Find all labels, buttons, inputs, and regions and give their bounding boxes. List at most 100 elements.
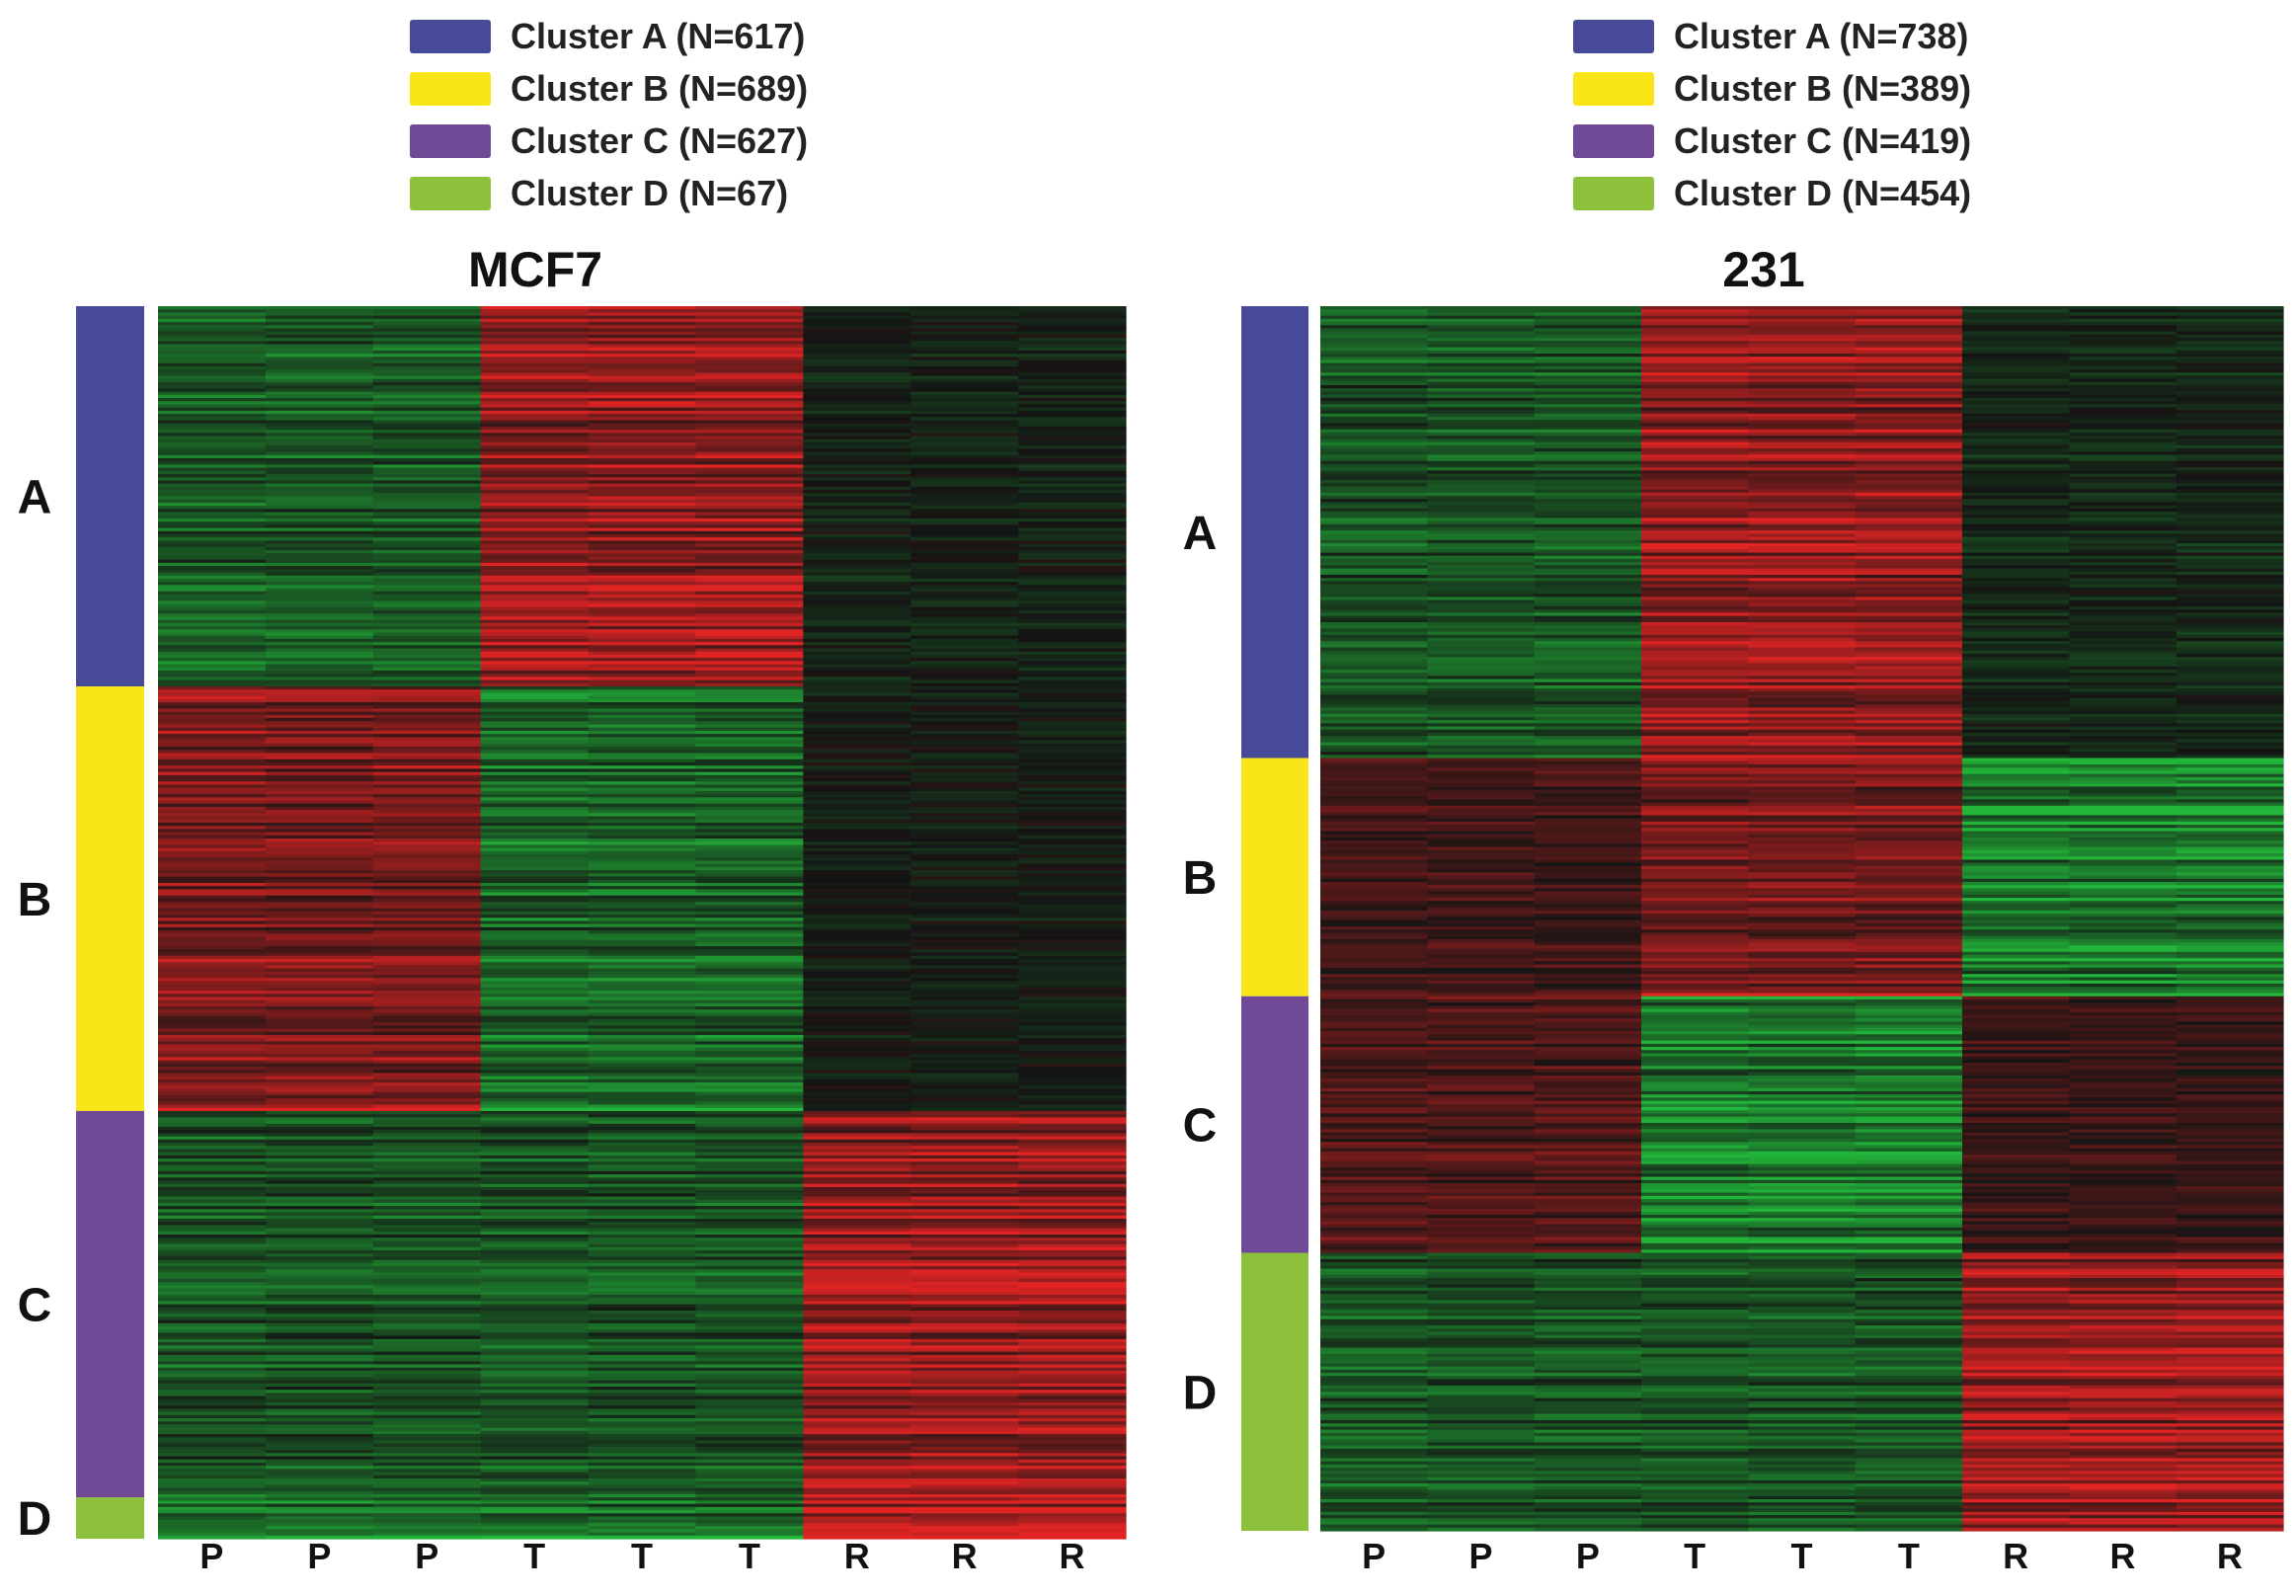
heatmap-cell: [803, 1028, 911, 1033]
heatmap-cell: [1748, 470, 1857, 475]
heatmap-cell: [480, 1348, 590, 1353]
heatmap-cell: [1018, 1506, 1127, 1511]
heatmap-cell: [480, 826, 590, 830]
heatmap-cell: [372, 401, 482, 406]
heatmap-cell: [265, 832, 374, 837]
heatmap-cell: [1018, 978, 1127, 982]
heatmap-cell: [1320, 587, 1428, 592]
heatmap-cell: [910, 1446, 1019, 1451]
heatmap-cell: [1427, 368, 1536, 373]
heatmap-cell: [1018, 1500, 1127, 1505]
heatmap-cell: [480, 1358, 590, 1362]
heatmap-cell: [158, 1332, 267, 1337]
heatmap-cell: [910, 398, 1019, 402]
heatmap-cell: [803, 908, 911, 913]
heatmap-cell: [1427, 476, 1536, 481]
heatmap-cell: [1855, 555, 1963, 560]
heatmap-cell: [1427, 644, 1536, 649]
heatmap-cell: [910, 876, 1019, 881]
heatmap-cell: [1962, 309, 2070, 313]
heatmap-cell: [588, 1133, 697, 1138]
heatmap-cell: [1855, 669, 1963, 674]
heatmap-cell: [803, 835, 911, 839]
heatmap-cell: [588, 322, 697, 326]
heatmap-cell: [2176, 476, 2284, 481]
heatmap-cell: [1018, 1063, 1127, 1068]
heatmap-cell: [2069, 542, 2177, 547]
heatmap-cell: [2069, 407, 2177, 412]
heatmap-cell: [1641, 691, 1749, 696]
heatmap-cell: [695, 556, 804, 561]
cluster-band-a: [1241, 306, 1308, 758]
heatmap-cell: [588, 1484, 697, 1489]
heatmap-cell: [158, 1222, 267, 1226]
heatmap-cell: [2069, 688, 2177, 692]
heatmap-cell: [910, 1398, 1019, 1403]
heatmap-cell: [2069, 454, 2177, 459]
heatmap-cell: [372, 774, 482, 779]
heatmap-cell: [158, 1067, 267, 1071]
heatmap-cell: [695, 359, 804, 364]
heatmap-cell: [695, 1484, 804, 1489]
heatmap-cell: [910, 1243, 1019, 1248]
heatmap-cell: [1855, 739, 1963, 744]
heatmap-cell: [1018, 1231, 1127, 1236]
heatmap-cell: [2069, 473, 2177, 478]
heatmap-cell: [372, 553, 482, 558]
heatmap-cell: [695, 420, 804, 425]
heatmap-cell: [695, 1503, 804, 1508]
heatmap-cell: [480, 357, 590, 361]
heatmap-cell: [480, 312, 590, 317]
heatmap-cell: [1641, 322, 1749, 326]
heatmap-cell: [158, 835, 267, 839]
heatmap-cell: [480, 981, 590, 986]
heatmap-cell: [695, 1041, 804, 1046]
heatmap-cell: [480, 1098, 590, 1102]
heatmap-cell: [158, 582, 267, 586]
heatmap-cell: [1641, 704, 1749, 708]
heatmap-cell: [480, 857, 590, 862]
heatmap-cell: [695, 1088, 804, 1093]
heatmap-cell: [1018, 1383, 1127, 1388]
heatmap-cell: [1962, 315, 2070, 320]
heatmap-cell: [158, 1440, 267, 1445]
heatmap-cell: [588, 778, 697, 782]
heatmap-cell: [1962, 546, 2070, 550]
heatmap-cell: [803, 559, 911, 564]
heatmap-cell: [1641, 574, 1749, 579]
heatmap-cell: [588, 1427, 697, 1432]
heatmap-cell: [372, 1342, 482, 1346]
heatmap-cell: [1018, 1386, 1127, 1391]
heatmap-cell: [1018, 1446, 1127, 1451]
heatmap-cell: [1018, 873, 1127, 878]
heatmap-cell: [372, 677, 482, 681]
heatmap-cell: [1855, 663, 1963, 668]
heatmap-cell: [1018, 578, 1127, 583]
heatmap-cell: [695, 1235, 804, 1238]
heatmap-cell: [2176, 505, 2284, 510]
heatmap-cell: [158, 328, 267, 333]
heatmap-cell: [265, 626, 374, 630]
heatmap-cell: [588, 1202, 697, 1207]
heatmap-cell: [588, 854, 697, 858]
heatmap-cell: [158, 905, 267, 910]
legend-swatch-cluster-b: [410, 71, 491, 106]
heatmap-cell: [1855, 594, 1963, 598]
heatmap-cell: [695, 908, 804, 913]
heatmap-cell: [803, 645, 911, 650]
heatmap-cell: [2069, 568, 2177, 573]
heatmap-cell: [265, 797, 374, 802]
heatmap-cell: [480, 790, 590, 795]
heatmap-cell: [2176, 397, 2284, 402]
heatmap-cell: [1427, 704, 1536, 708]
heatmap-cell: [695, 1222, 804, 1226]
heatmap-cell: [372, 493, 482, 498]
heatmap-cell: [372, 1126, 482, 1131]
heatmap-cell: [803, 1351, 911, 1356]
heatmap-cell: [803, 1212, 911, 1217]
heatmap-cell: [1534, 681, 1642, 686]
heatmap-cell: [695, 708, 804, 713]
heatmap-cell: [480, 1532, 590, 1537]
heatmap-cell: [480, 926, 590, 931]
heatmap-cell: [158, 873, 267, 878]
